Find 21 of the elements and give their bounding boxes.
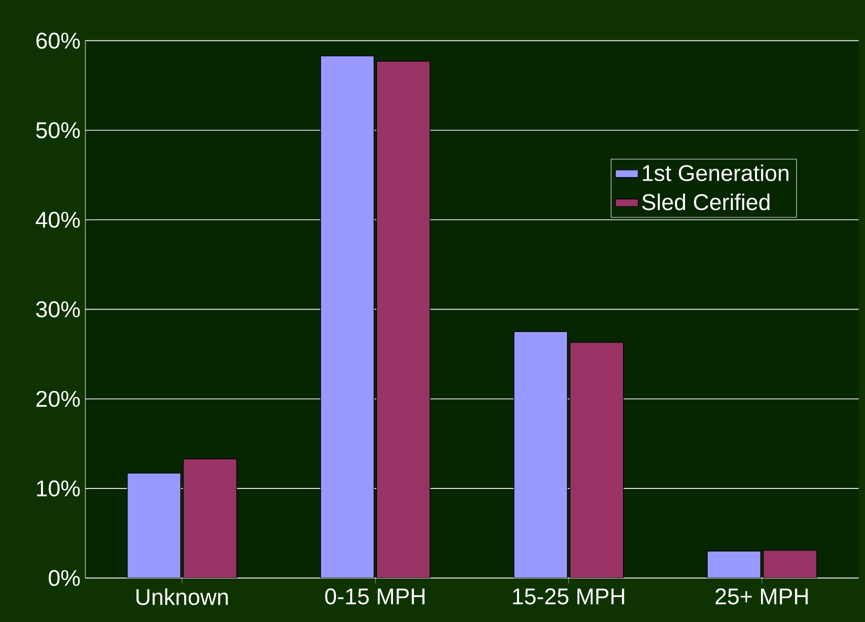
y-tick-label: 30% (36, 301, 80, 318)
y-tick-label: 50% (36, 122, 80, 138)
legend-label: Sled Cerified (642, 194, 770, 210)
y-tick-label: 0% (48, 570, 80, 586)
x-tick-label: 0-15 MPH (325, 588, 424, 604)
bar (376, 60, 430, 578)
y-tick-label: 40% (36, 212, 80, 228)
bar (514, 331, 568, 578)
bar (707, 550, 762, 578)
x-tick-label: 15-25 MPH (513, 588, 624, 604)
y-tick-label: 20% (36, 390, 80, 407)
legend-label: 1st Generation (642, 164, 788, 182)
bar (127, 472, 182, 578)
x-tick-label: 25+ MPH (716, 588, 808, 604)
bar (320, 56, 374, 578)
bar (763, 550, 818, 578)
x-tick-label: Unknown (136, 588, 228, 606)
bar (183, 458, 238, 578)
bar (570, 342, 624, 578)
y-tick-label: 10% (36, 480, 80, 496)
y-tick-label: 60% (36, 32, 80, 49)
